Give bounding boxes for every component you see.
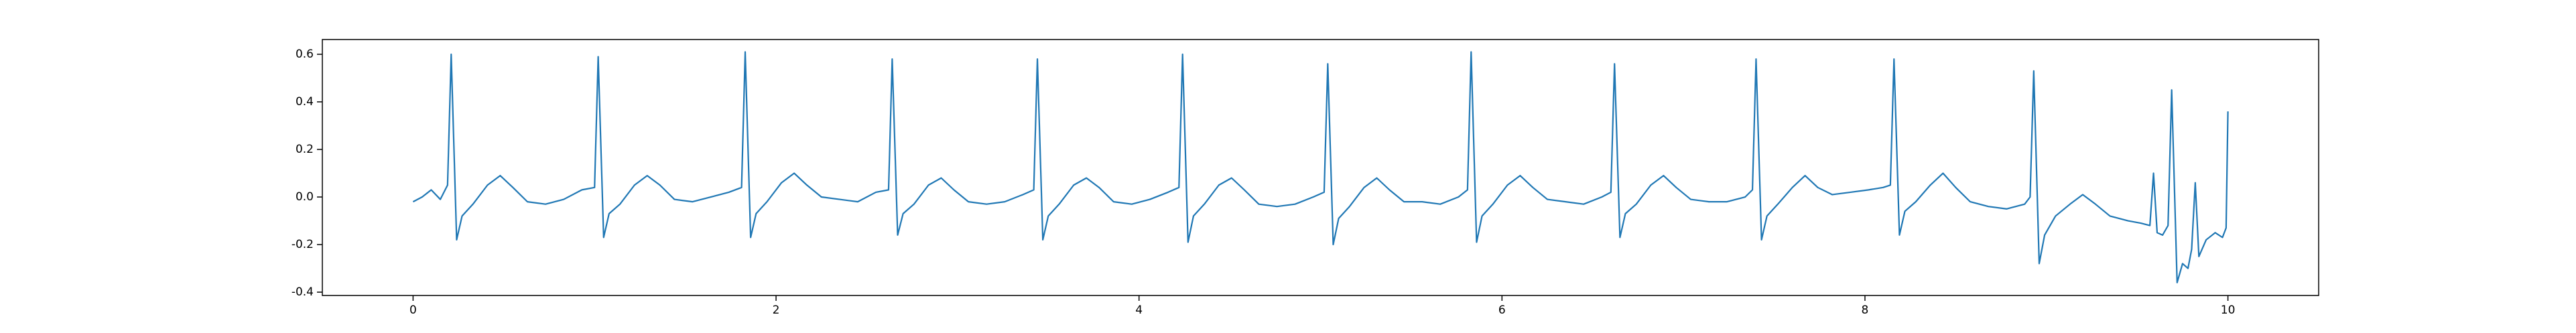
y-tick-label: -0.2 <box>292 238 314 251</box>
y-tick-label: 0.0 <box>296 190 314 204</box>
ecg-line <box>412 51 2229 283</box>
y-tick-label: 0.6 <box>296 48 314 61</box>
x-tick-label: 4 <box>1135 304 1143 317</box>
x-tick-label: 8 <box>1862 304 1869 317</box>
axes-frame <box>322 39 2319 296</box>
x-tick-label: 0 <box>409 304 417 317</box>
x-tick-label: 10 <box>2221 304 2236 317</box>
x-tick-label: 6 <box>1498 304 1506 317</box>
y-tick-label: -0.4 <box>292 285 314 299</box>
y-tick-label: 0.4 <box>296 95 314 109</box>
y-tick-label: 0.2 <box>296 143 314 156</box>
x-tick-label: 2 <box>773 304 780 317</box>
